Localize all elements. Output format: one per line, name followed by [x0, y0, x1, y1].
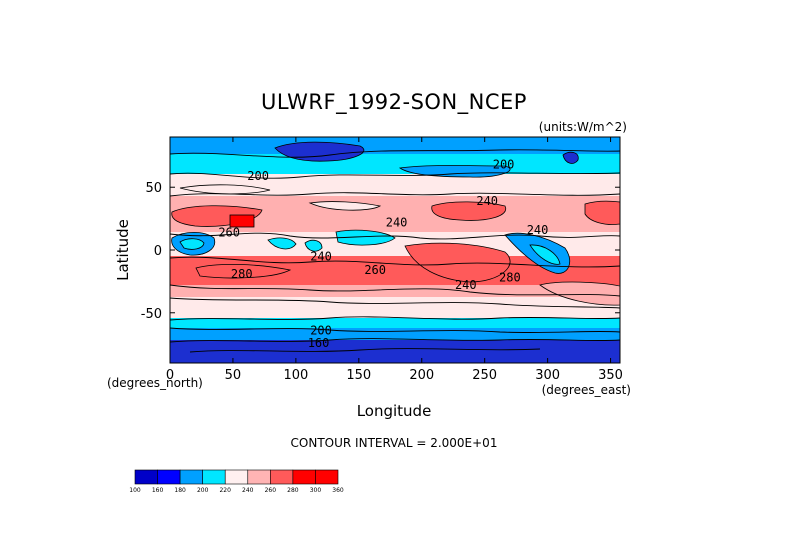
x-tick-label: 150	[346, 368, 371, 383]
region-sahara-max	[229, 214, 255, 228]
colorbar-swatch	[224, 469, 249, 485]
contour-label: 280	[231, 267, 253, 281]
region-south-america-convection	[529, 244, 561, 265]
colorbar-swatch	[179, 469, 203, 485]
colorbar-label: 180	[174, 487, 186, 494]
contour-label: 240	[310, 249, 332, 263]
region-north-hot	[584, 200, 620, 225]
colorbar-label: 360	[332, 487, 344, 494]
colorbar-label: 220	[219, 487, 231, 494]
colorbar-swatch	[134, 469, 158, 485]
colorbar-label: 100	[129, 487, 141, 494]
region-arctic-dark	[562, 151, 579, 164]
region-south-warm-tail	[539, 281, 620, 306]
x-tick-label: 350	[598, 368, 623, 383]
region-south-hot-core	[195, 263, 292, 279]
region-south-hot-core	[404, 242, 511, 283]
colorbar-swatch	[157, 469, 181, 485]
region-africa-convection	[179, 238, 205, 250]
x-unit-note: (degrees_east)	[542, 383, 631, 397]
y-unit-note: (degrees_north)	[107, 376, 203, 390]
contour-label: 200	[493, 158, 515, 172]
region-north-mild-bump	[179, 184, 271, 195]
colorbar-label: 280	[287, 487, 299, 494]
region-warm-pool	[267, 237, 297, 250]
y-axis-title: Latitude	[114, 219, 132, 281]
y-tick-label: -50	[141, 307, 162, 322]
contour-label: 200	[310, 323, 332, 337]
contour-label: 240	[476, 194, 498, 208]
colorbar-label: 240	[242, 487, 254, 494]
contour-label: 200	[247, 169, 269, 183]
region-warm-pool	[304, 239, 323, 252]
contour-label: 280	[499, 271, 521, 285]
x-tick-label: 300	[535, 368, 560, 383]
units-label: (units:W/m^2)	[539, 120, 627, 134]
x-tick-label: 0	[166, 368, 174, 383]
x-tick-label: 250	[472, 368, 497, 383]
contour-label: 260	[218, 225, 240, 239]
band-antarctic	[170, 340, 620, 363]
region-north-mild-patch	[308, 201, 382, 211]
x-tick-label: 50	[225, 368, 242, 383]
colorbar-label: 300	[310, 487, 322, 494]
contour-label: 240	[455, 278, 477, 292]
colorbar-label: 260	[265, 487, 277, 494]
band-north-cool	[170, 154, 620, 174]
contour-label: 160	[308, 336, 330, 350]
colorbar-swatch	[247, 469, 271, 485]
band-south-cold	[170, 328, 620, 342]
band-north-mild	[170, 174, 620, 196]
colorbar-swatch	[315, 469, 339, 485]
band-south-cool	[170, 318, 620, 328]
chart-title: ULWRF_1992-SON_NCEP	[261, 90, 527, 115]
contour-label: 260	[364, 263, 386, 277]
colorbar-label: 200	[197, 487, 209, 494]
colorbar-swatch	[202, 469, 226, 485]
colorbar-label: 160	[152, 487, 164, 494]
contour-label: 240	[386, 215, 408, 229]
axes: 0 50 100 150 200 250 300 350 -50 0 50	[141, 137, 623, 383]
region-warm-pool	[335, 229, 396, 246]
colorbar-swatch	[270, 469, 294, 485]
region-north-hot	[431, 201, 507, 221]
y-tick-label: 0	[154, 244, 162, 259]
x-tick-label: 100	[283, 368, 308, 383]
region-arctic-dark	[274, 141, 365, 162]
contour-lines	[170, 149, 620, 353]
y-tick-label: 50	[145, 181, 162, 196]
contour-label: 240	[527, 223, 549, 237]
colorbar-swatch	[292, 469, 316, 485]
contour-interval-note: CONTOUR INTERVAL = 2.000E+01	[291, 436, 498, 450]
band-north-cold	[170, 137, 620, 154]
x-axis-title: Longitude	[357, 402, 432, 420]
colorbar: 100 160 180 200 220 240 260 280 300 360	[129, 469, 344, 494]
x-tick-label: 200	[409, 368, 434, 383]
